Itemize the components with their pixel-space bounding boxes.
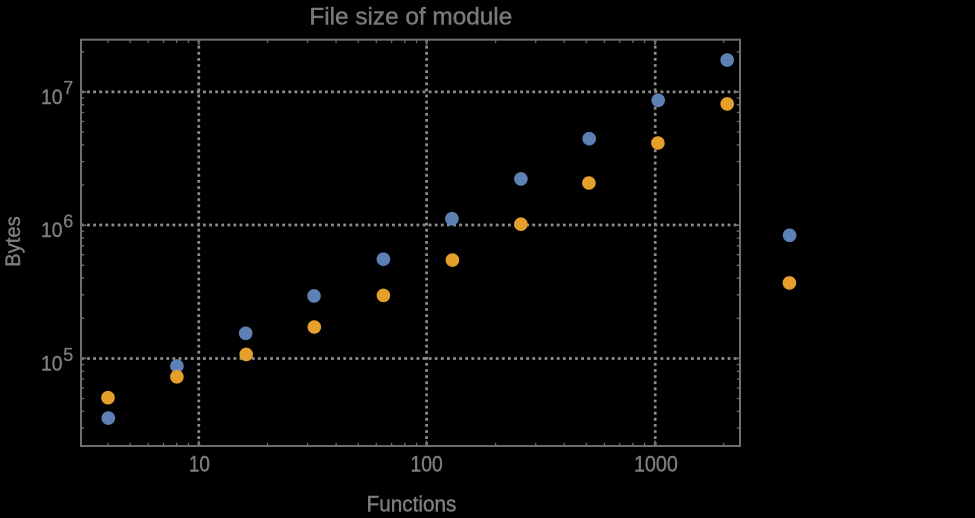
svg-text:1000: 1000 — [634, 452, 678, 477]
svg-text:Functions: Functions — [367, 491, 457, 513]
svg-text:7: 7 — [63, 78, 73, 98]
svg-text:File size of module: File size of module — [309, 5, 512, 31]
svg-text:5: 5 — [63, 345, 73, 365]
svg-text:6: 6 — [63, 211, 73, 231]
svg-text:10: 10 — [189, 452, 210, 477]
svg-text:Bytes: Bytes — [1, 216, 25, 267]
svg-text:10: 10 — [41, 352, 63, 375]
svg-text:10: 10 — [41, 86, 63, 109]
svg-text:100: 100 — [411, 452, 443, 477]
svg-text:10: 10 — [41, 219, 63, 242]
